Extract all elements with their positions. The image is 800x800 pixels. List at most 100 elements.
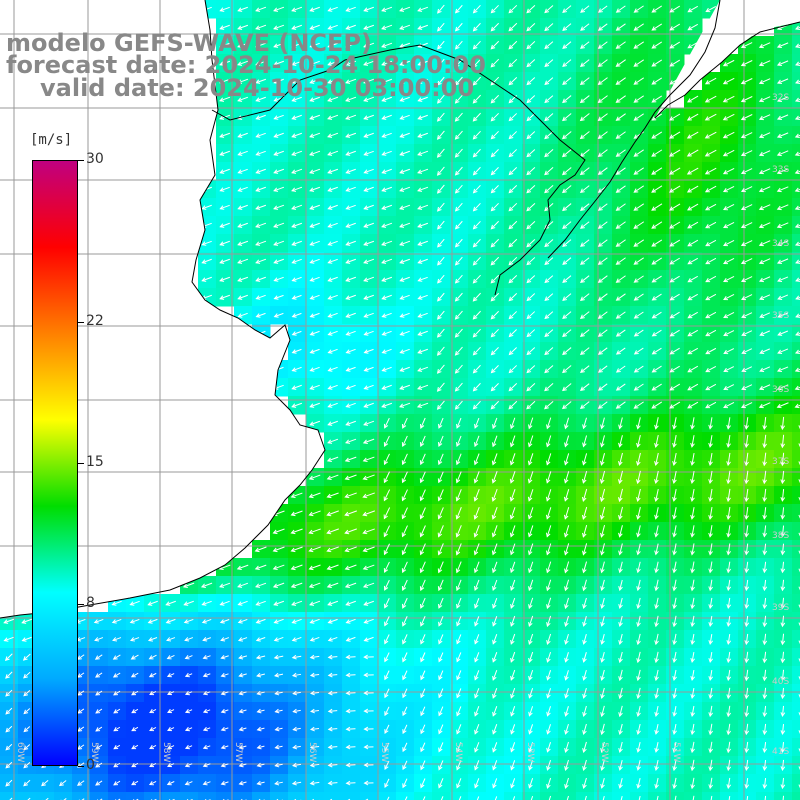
wind-arrow-head	[545, 478, 551, 484]
wind-arrow-head	[167, 744, 172, 750]
wind-speed-cell	[792, 684, 800, 703]
wind-arrow-head	[327, 169, 333, 174]
wind-arrow-shaft	[565, 652, 569, 662]
wind-arrow-shaft	[582, 488, 588, 502]
wind-arrow-head	[615, 116, 621, 121]
wind-arrow-head	[237, 7, 243, 12]
wind-arrow-shaft	[437, 22, 445, 32]
wind-arrow-shaft	[619, 759, 623, 771]
wind-arrow-head	[149, 744, 155, 750]
wind-arrow-head	[723, 259, 728, 265]
wind-arrow-shaft	[257, 691, 265, 695]
wind-arrow-shaft	[510, 706, 516, 716]
wind-arrow-head	[726, 442, 731, 448]
wind-arrow-head	[780, 461, 786, 467]
wind-arrow-shaft	[619, 561, 623, 573]
wind-arrow-head	[291, 349, 297, 354]
wind-arrow-shaft	[673, 705, 677, 717]
wind-arrow-shaft	[219, 258, 231, 264]
wind-arrow-shaft	[237, 258, 249, 264]
wind-arrow-head	[526, 134, 532, 140]
wind-arrow-head	[669, 332, 675, 337]
wind-arrow-head	[327, 79, 333, 84]
wind-arrow-head	[437, 478, 443, 484]
wind-arrow-shaft	[274, 258, 284, 264]
wind-arrow-head	[363, 331, 369, 336]
wind-arrow-head	[362, 547, 368, 553]
wind-arrow-shaft	[795, 278, 800, 282]
wind-arrow-head	[582, 604, 587, 610]
wind-arrow-shaft	[402, 507, 408, 519]
wind-arrow-head	[544, 44, 550, 50]
wind-arrow-shaft	[202, 276, 212, 282]
wind-arrow-shaft	[526, 149, 536, 157]
wind-arrow-head	[740, 187, 746, 193]
wind-arrow-shaft	[455, 238, 463, 248]
wind-arrow-shaft	[727, 687, 731, 699]
wind-arrow-shaft	[5, 761, 13, 769]
wind-arrow-shaft	[598, 293, 608, 301]
wind-arrow-head	[758, 97, 764, 103]
wind-arrow-head	[669, 116, 675, 121]
wind-arrow-head	[437, 278, 442, 284]
wind-arrow-head	[327, 672, 333, 678]
wind-arrow-shaft	[363, 222, 375, 228]
wind-arrow-shaft	[382, 186, 392, 192]
wind-arrow-shaft	[781, 687, 785, 699]
wind-arrow-shaft	[363, 276, 375, 282]
wind-arrow-head	[437, 224, 442, 230]
wind-arrow-shaft	[238, 6, 248, 12]
wind-arrow-head	[491, 460, 497, 466]
wind-arrow-head	[741, 331, 747, 337]
wind-arrow-head	[528, 729, 533, 735]
wind-arrow-shaft	[95, 780, 103, 786]
wind-arrow-shaft	[131, 780, 139, 786]
wind-arrow-shaft	[255, 24, 267, 30]
wind-arrow-head	[723, 241, 728, 247]
wind-arrow-shaft	[327, 546, 339, 552]
wind-arrow-head	[219, 277, 225, 282]
wind-arrow-head	[437, 496, 443, 502]
wind-arrow-shaft	[580, 401, 590, 409]
wind-arrow-head	[708, 640, 714, 645]
wind-arrow-shaft	[402, 670, 408, 680]
wind-arrow-shaft	[580, 221, 590, 229]
wind-arrow-shaft	[402, 778, 408, 788]
wind-arrow-head	[417, 313, 423, 318]
wind-arrow-head	[795, 259, 800, 264]
wind-arrow-shaft	[309, 492, 321, 498]
wind-arrow-shaft	[637, 435, 641, 447]
wind-arrow-shaft	[292, 114, 302, 120]
wind-arrow-head	[345, 115, 351, 120]
wind-arrow-shaft	[22, 618, 32, 624]
wind-arrow-shaft	[203, 781, 211, 785]
wind-arrow-head	[780, 748, 786, 754]
wind-arrow-shaft	[655, 669, 659, 681]
wind-arrow-head	[562, 386, 567, 392]
wind-arrow-shaft	[745, 488, 749, 502]
wind-arrow-shaft	[709, 435, 713, 447]
wind-arrow-head	[184, 780, 190, 786]
wind-arrow-head	[582, 621, 587, 627]
wind-arrow-shaft	[510, 687, 516, 699]
wind-arrow-shaft	[583, 723, 587, 735]
wind-arrow-head	[255, 619, 261, 624]
wind-arrow-shaft	[637, 452, 641, 466]
wind-arrow-head	[668, 152, 674, 157]
wind-arrow-head	[345, 367, 351, 372]
wind-arrow-shaft	[634, 275, 644, 283]
wind-arrow-head	[309, 672, 315, 678]
wind-arrow-head	[292, 690, 298, 696]
wind-arrow-shaft	[709, 633, 713, 645]
wind-arrow-head	[273, 97, 279, 102]
wind-arrow-shaft	[580, 149, 590, 157]
wind-arrow-shaft	[456, 616, 462, 626]
wind-arrow-shaft	[346, 330, 356, 336]
wind-arrow-shaft	[619, 651, 623, 663]
wind-arrow-head	[741, 367, 747, 373]
wind-arrow-head	[651, 332, 657, 337]
wind-arrow-head	[492, 657, 497, 663]
wind-arrow-shaft	[113, 780, 121, 786]
wind-arrow-head	[455, 568, 461, 574]
wind-arrow-head	[762, 712, 768, 718]
